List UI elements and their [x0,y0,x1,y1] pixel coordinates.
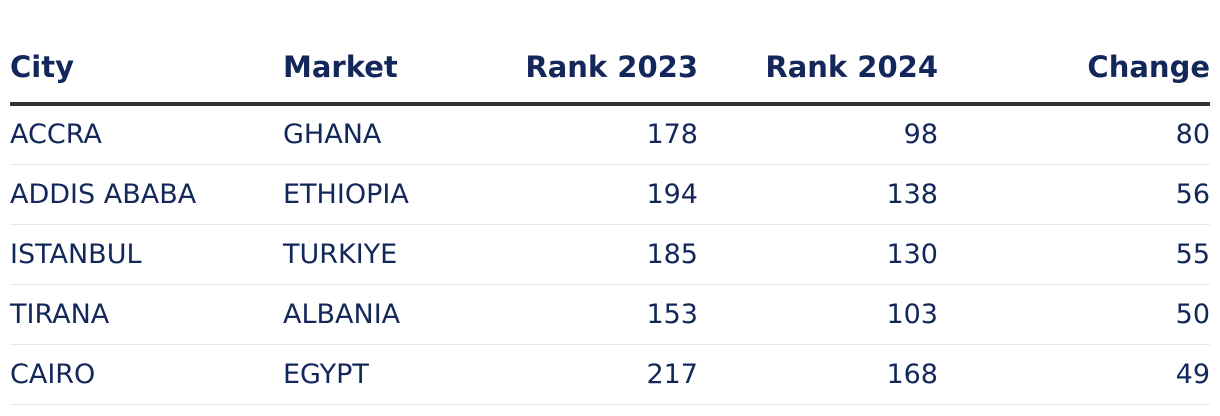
cell-rank-2023: 185 [510,224,698,285]
cell-rank-2024: 98 [698,104,938,165]
cell-change: 55 [938,224,1210,285]
table-row: CAIRO EGYPT 217 168 49 [10,344,1210,405]
cell-city: TIRANA [10,284,283,345]
cell-rank-2023: 178 [510,104,698,165]
cell-change: 56 [938,164,1210,225]
cell-city: ISTANBUL [10,224,283,285]
cell-rank-2024: 138 [698,164,938,225]
table-row: ADDIS ABABA ETHIOPIA 194 138 56 [10,164,1210,225]
ranking-table-container: City Market Rank 2023 Rank 2024 Change A… [10,0,1210,405]
cell-market: GHANA [283,104,510,165]
cell-market: ALBANIA [283,284,510,345]
cell-market: ETHIOPIA [283,164,510,225]
table-header: City Market Rank 2023 Rank 2024 Change [10,0,1210,106]
city-ranking-table: City Market Rank 2023 Rank 2024 Change A… [10,0,1210,405]
cell-change: 50 [938,284,1210,345]
cell-rank-2024: 130 [698,224,938,285]
cell-rank-2023: 153 [510,284,698,345]
table-row: ACCRA GHANA 178 98 80 [10,104,1210,165]
cell-rank-2024: 168 [698,344,938,405]
cell-market: TURKIYE [283,224,510,285]
cell-change: 49 [938,344,1210,405]
header-rank-2024: Rank 2024 [698,0,938,106]
header-row: City Market Rank 2023 Rank 2024 Change [10,0,1210,106]
header-city: City [10,0,283,106]
cell-city: CAIRO [10,344,283,405]
cell-market: EGYPT [283,344,510,405]
cell-city: ADDIS ABABA [10,164,283,225]
cell-rank-2023: 194 [510,164,698,225]
table-row: TIRANA ALBANIA 153 103 50 [10,284,1210,345]
cell-rank-2024: 103 [698,284,938,345]
header-rank-2023: Rank 2023 [510,0,698,106]
table-body: ACCRA GHANA 178 98 80 ADDIS ABABA ETHIOP… [10,104,1210,405]
header-change: Change [938,0,1210,106]
cell-rank-2023: 217 [510,344,698,405]
table-row: ISTANBUL TURKIYE 185 130 55 [10,224,1210,285]
header-market: Market [283,0,510,106]
cell-city: ACCRA [10,104,283,165]
cell-change: 80 [938,104,1210,165]
